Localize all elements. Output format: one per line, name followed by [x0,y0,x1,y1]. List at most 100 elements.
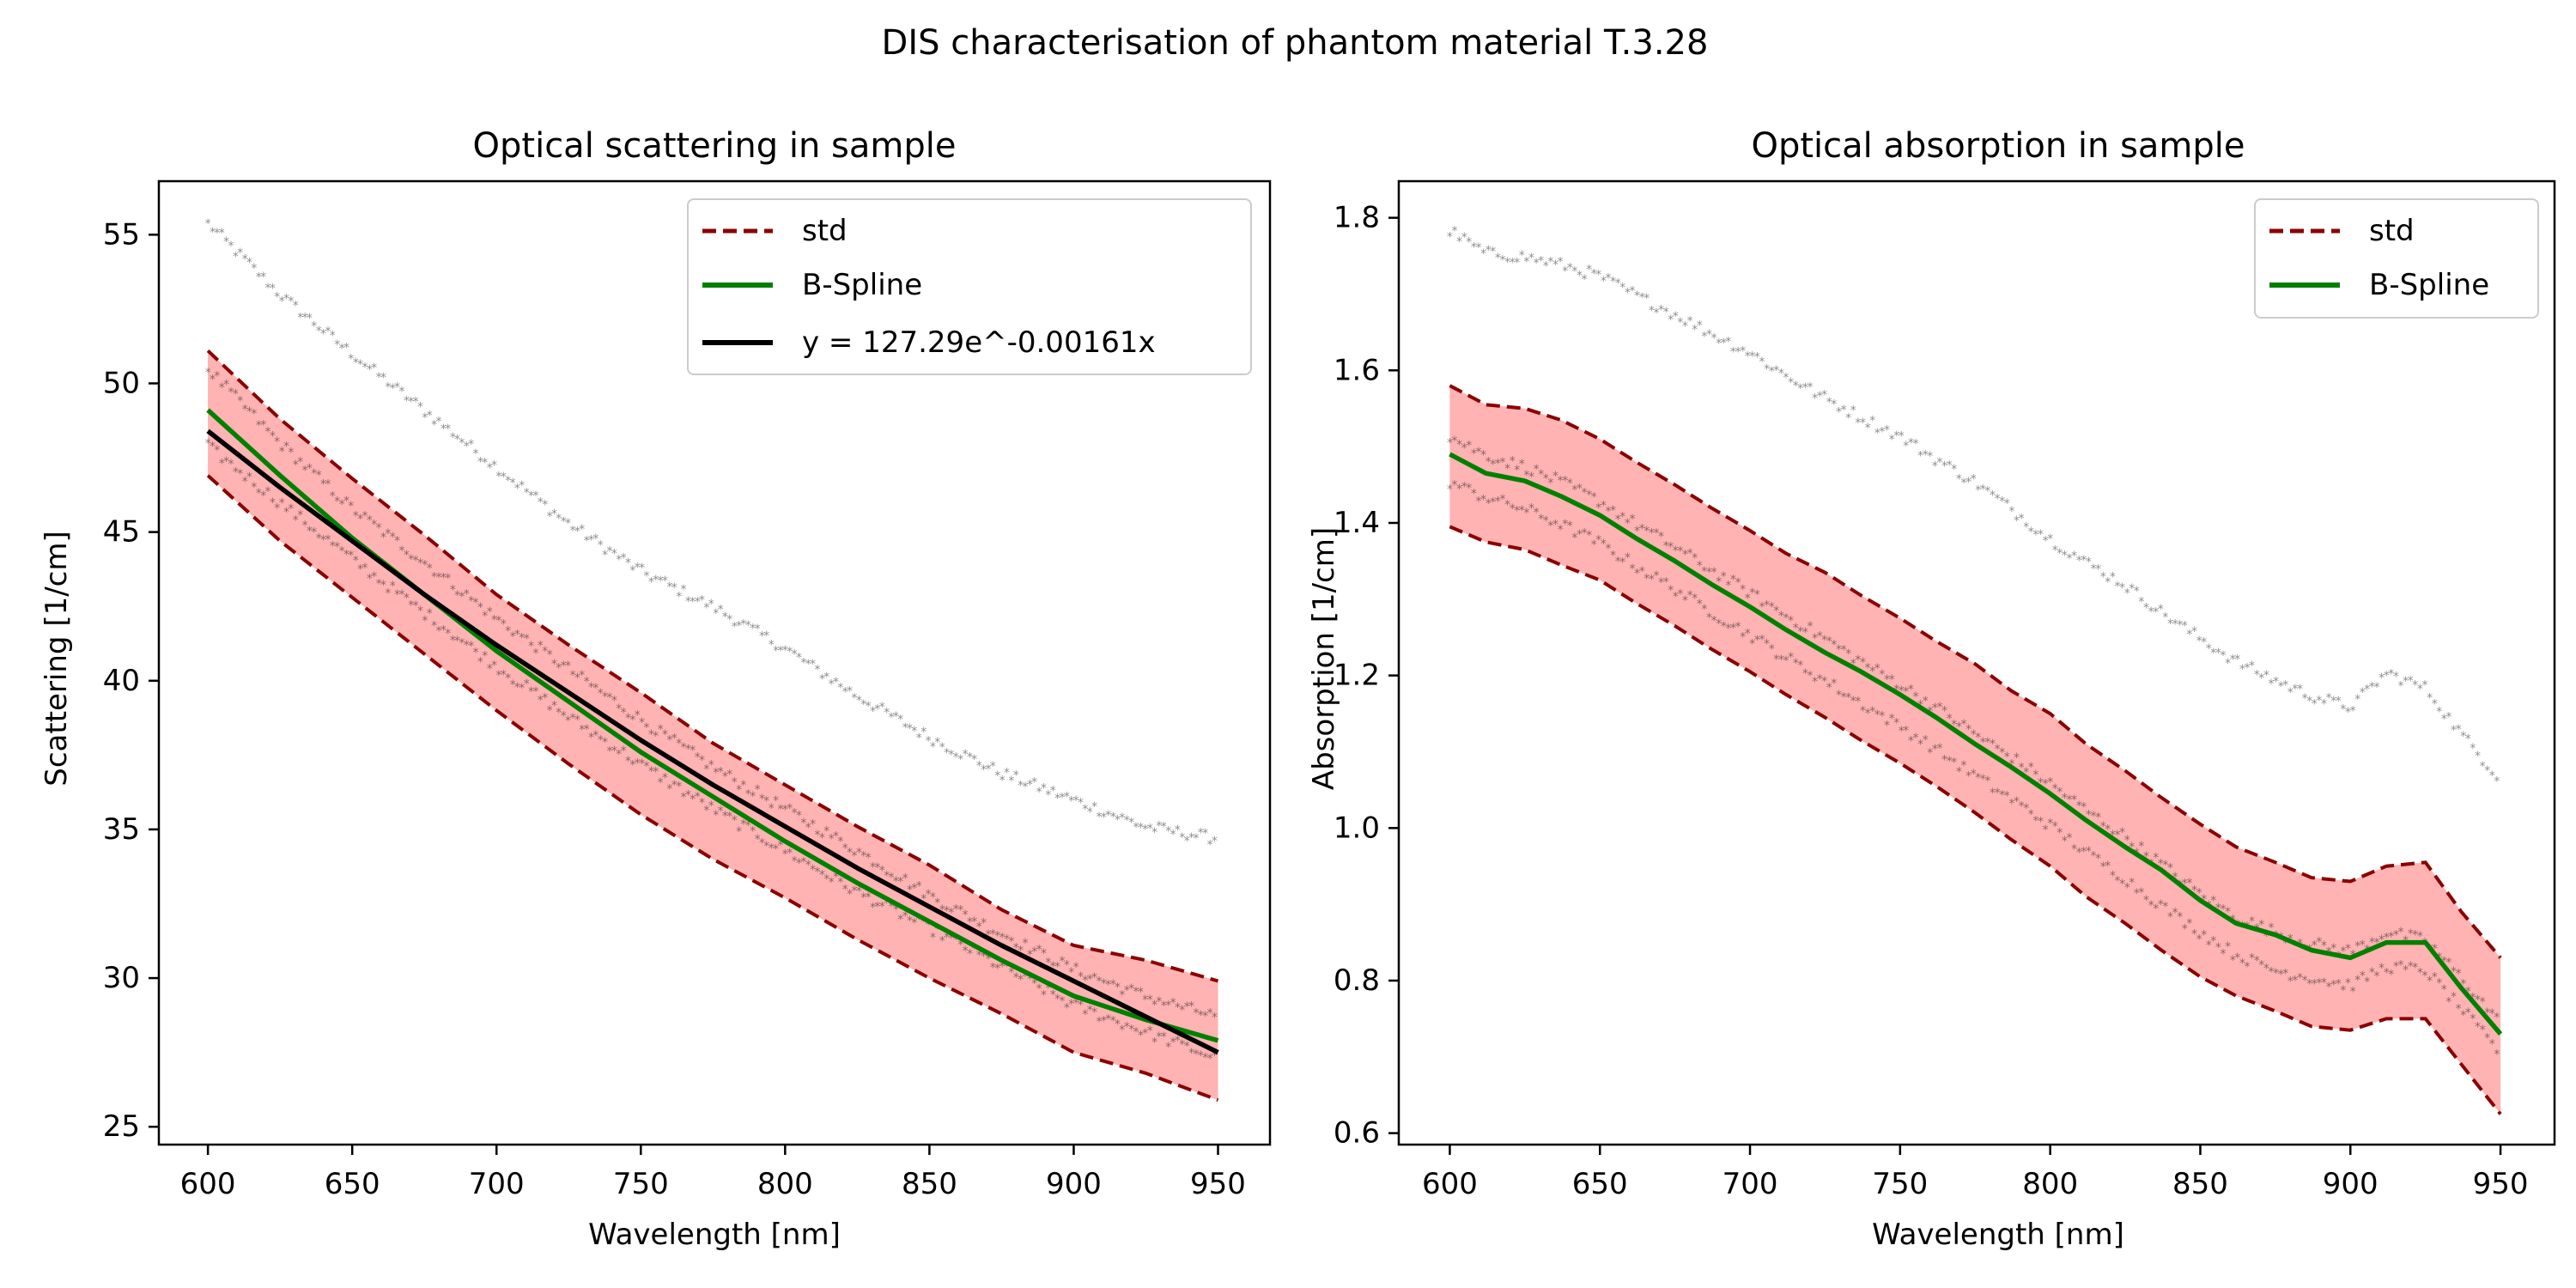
sample-marker: * [1941,753,1947,767]
sample-marker: * [1452,479,1458,493]
sample-marker: * [2494,1011,2500,1024]
sample-marker: * [1466,482,1472,495]
sample-marker: * [376,577,382,591]
sample-marker: * [792,807,798,821]
sample-marker: * [1124,1020,1130,1034]
sample-marker: * [1060,955,1066,969]
sample-marker: * [1004,933,1010,947]
absorption-std-band [1449,386,2501,1115]
sample-marker: * [1778,610,1784,623]
sample-marker: * [1941,460,1947,474]
sample-marker: * [256,271,262,285]
scattering-chart-title: Optical scattering in sample [473,126,957,166]
sample-marker: * [1027,973,1033,987]
sample-marker: * [1721,570,1727,584]
sample-marker: * [2215,902,2221,915]
sample-marker: * [1175,1001,1181,1015]
sample-marker: * [902,872,908,886]
sample-marker: * [658,776,664,790]
sample-marker: * [2081,801,2087,815]
sample-marker: * [256,487,262,501]
sample-marker: * [690,596,696,610]
sample-marker: * [2134,585,2140,598]
sample-marker: * [242,403,248,416]
sample-marker: * [228,458,234,471]
sample-marker: * [1447,483,1453,497]
sample-marker: * [769,841,775,855]
sample-marker: * [1577,270,1583,283]
sample-marker: * [1797,382,1803,396]
sample-marker: * [2249,952,2255,966]
sample-marker: * [561,709,567,723]
sample-marker: * [1826,396,1832,410]
sample-marker: * [1980,773,1986,787]
sample-marker: * [2316,695,2322,708]
sample-marker: * [815,664,821,677]
sample-marker: * [1899,725,1905,738]
absorption-x-axis-label: Wavelength [nm] [1872,1218,2124,1252]
sample-marker: * [2384,669,2390,683]
sample-marker: * [316,325,322,338]
sample-marker: * [2172,906,2178,920]
sample-marker: * [353,356,359,370]
sample-marker: * [413,599,419,613]
sample-marker: * [1826,635,1832,649]
sample-marker: * [1610,504,1616,518]
sample-marker: * [1480,247,1486,261]
sample-marker: * [1543,514,1549,528]
sample-marker: * [2129,582,2135,596]
sample-marker: * [495,471,501,484]
sample-marker: * [736,783,742,797]
sample-marker: * [2221,948,2227,962]
sample-marker: * [570,525,576,538]
sample-marker: * [2269,677,2275,691]
sample-marker: * [1668,313,1674,327]
sample-marker: * [1956,720,1962,734]
sample-marker: * [629,714,635,727]
sample-marker: * [1745,592,1751,606]
sample-marker: * [2158,857,2164,871]
sample-marker: * [2028,526,2034,539]
sample-marker: * [1836,643,1842,657]
sample-marker: * [1692,592,1698,606]
sample-marker: * [1510,502,1516,516]
sample-marker: * [2422,969,2428,983]
sample-marker: * [367,573,373,586]
sample-marker: * [1045,788,1051,802]
sample-marker: * [1110,811,1116,824]
sample-marker: * [625,755,631,769]
sample-marker: * [1865,662,1871,676]
sample-marker: * [1797,625,1803,639]
sample-marker: * [214,227,220,240]
sample-marker: * [2091,562,2097,576]
sample-marker: * [464,440,470,454]
sample-marker: * [223,235,229,249]
sample-marker: * [1831,677,1837,691]
sample-marker: * [957,939,963,952]
sample-marker: * [1749,586,1755,600]
sample-marker: * [648,575,654,589]
sample-marker: * [967,916,973,930]
sample-marker: * [1586,264,1592,277]
sample-marker: * [629,564,635,578]
sample-marker: * [1198,1049,1204,1063]
sample-marker: * [1490,459,1496,472]
sample-marker: * [343,342,349,355]
sample-marker: * [2403,963,2409,977]
sample-marker: * [1466,440,1472,453]
sample-marker: * [1984,485,1990,499]
sample-marker: * [2384,931,2390,945]
sample-marker: * [1045,957,1051,970]
sample-marker: * [1023,781,1029,794]
sample-marker: * [1783,371,1789,385]
sample-marker: * [279,497,285,511]
sample-marker: * [653,765,659,779]
sample-marker: * [2095,563,2101,577]
sample-marker: * [1212,1049,1218,1063]
sample-marker: * [1932,459,1938,473]
sample-marker: * [1456,235,1462,249]
sample-marker: * [1725,580,1731,593]
sample-marker: * [561,515,567,529]
sample-marker: * [422,614,428,628]
sample-marker: * [2451,990,2457,1004]
